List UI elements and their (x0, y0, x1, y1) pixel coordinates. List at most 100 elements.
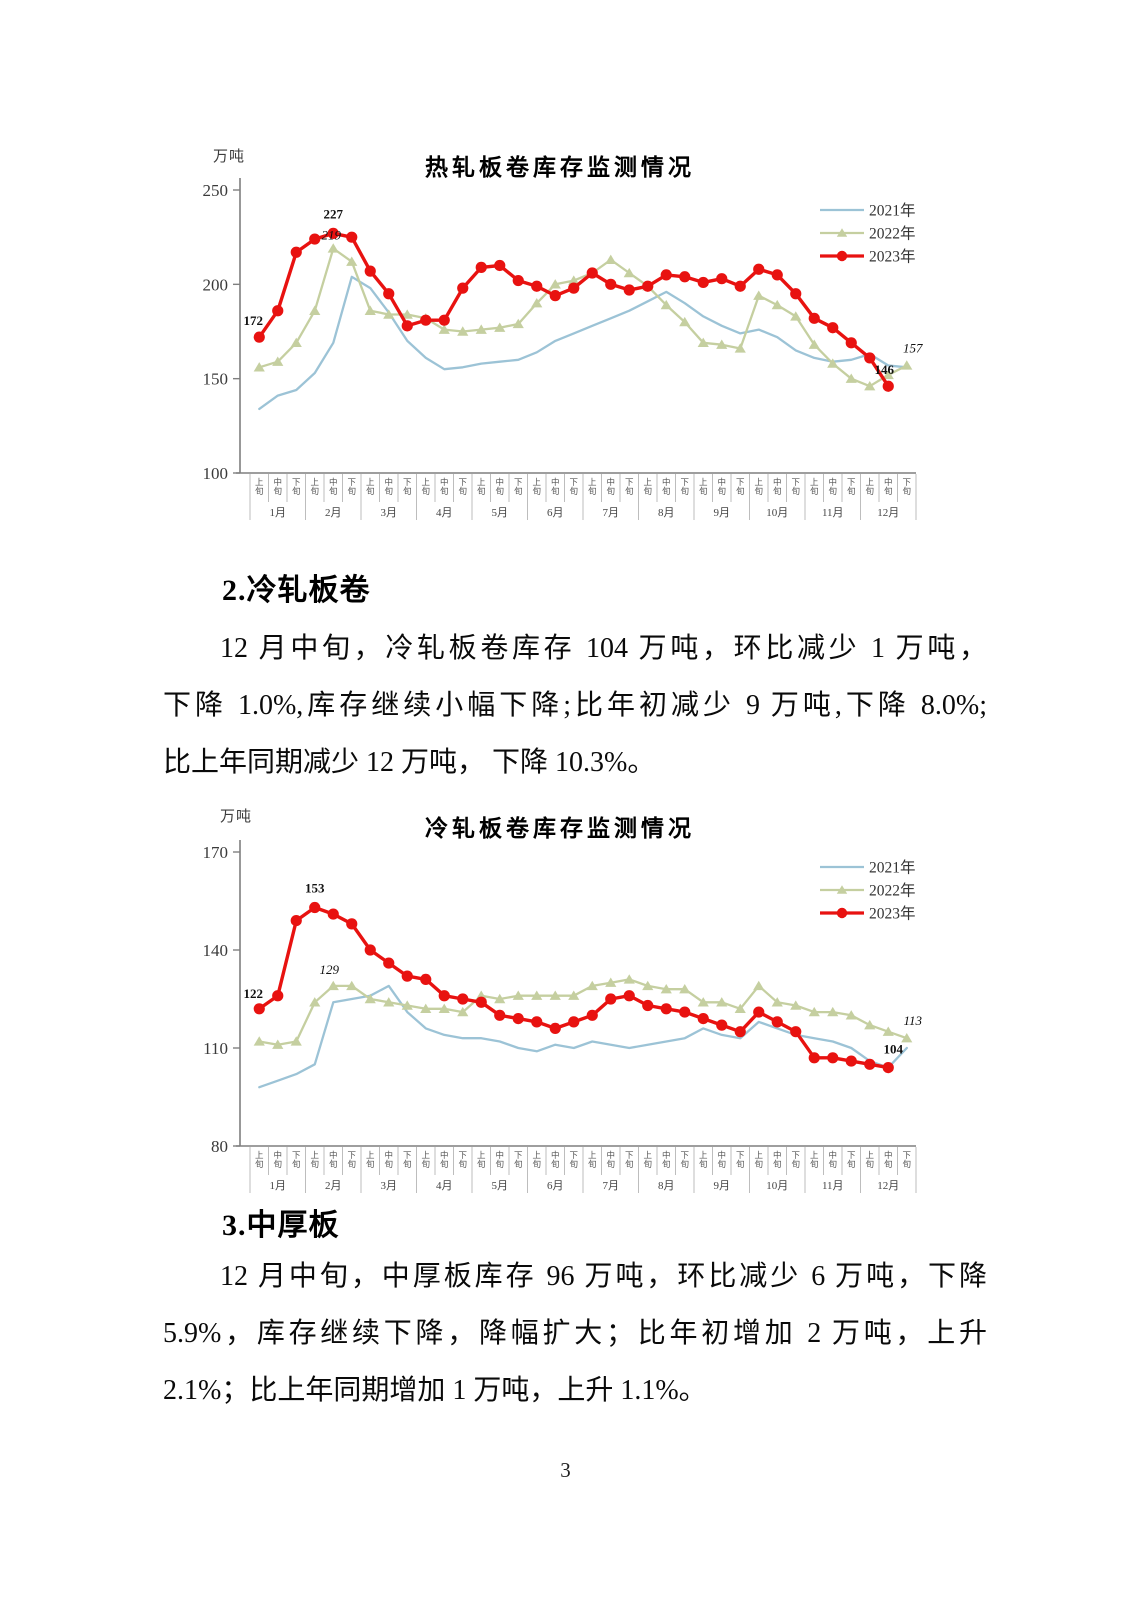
svg-text:153: 153 (305, 881, 325, 896)
svg-text:11月: 11月 (822, 1180, 844, 1192)
svg-text:中旬: 中旬 (440, 477, 449, 496)
paragraph-line: 比上年同期减少 12 万吨， 下降 10.3%。 (163, 747, 656, 778)
svg-text:下旬: 下旬 (847, 477, 856, 496)
svg-text:下旬: 下旬 (292, 477, 301, 496)
section-heading-medium-plate: 3.中厚板 (222, 1209, 340, 1242)
svg-text:中旬: 中旬 (884, 477, 893, 496)
svg-text:中旬: 中旬 (662, 477, 671, 496)
svg-text:中旬: 中旬 (551, 1150, 560, 1169)
svg-text:113: 113 (903, 1013, 922, 1028)
svg-text:中旬: 中旬 (551, 477, 560, 496)
hot-rolled-chart-block: 万吨 热轧板卷库存监测情况 250 200 150 100 上旬 中旬 下旬 上旬 中旬 下旬 上旬… (192, 138, 1022, 543)
svg-text:上旬: 上旬 (477, 1150, 486, 1169)
svg-text:上旬: 上旬 (532, 477, 541, 496)
svg-text:1月: 1月 (270, 1180, 287, 1192)
svg-text:上旬: 上旬 (421, 1150, 430, 1169)
svg-text:上旬: 上旬 (310, 1150, 319, 1169)
svg-text:2023年: 2023年 (869, 905, 916, 923)
svg-text:5月: 5月 (492, 1180, 509, 1192)
svg-text:下旬: 下旬 (347, 477, 356, 496)
svg-text:下旬: 下旬 (292, 1150, 301, 1169)
svg-text:140: 140 (203, 941, 229, 960)
svg-text:下旬: 下旬 (403, 477, 412, 496)
svg-text:中旬: 中旬 (606, 1150, 615, 1169)
svg-text:129: 129 (320, 962, 340, 977)
svg-text:中旬: 中旬 (717, 1150, 726, 1169)
svg-text:上旬: 上旬 (588, 1150, 597, 1169)
svg-text:下旬: 下旬 (569, 1150, 578, 1169)
svg-text:2月: 2月 (325, 507, 342, 519)
svg-text:上旬: 上旬 (255, 477, 264, 496)
svg-text:中旬: 中旬 (273, 1150, 282, 1169)
svg-text:中旬: 中旬 (495, 477, 504, 496)
svg-text:中旬: 中旬 (717, 477, 726, 496)
svg-text:上旬: 上旬 (865, 1150, 874, 1169)
svg-text:157: 157 (903, 340, 923, 355)
svg-text:219: 219 (322, 227, 342, 242)
section-heading-cold-rolled: 2.冷轧板卷 (222, 574, 371, 607)
svg-text:上旬: 上旬 (588, 477, 597, 496)
svg-text:250: 250 (203, 181, 229, 200)
svg-text:下旬: 下旬 (736, 477, 745, 496)
svg-text:下旬: 下旬 (847, 1150, 856, 1169)
svg-text:4月: 4月 (436, 1180, 453, 1192)
page-number: 3 (560, 1458, 571, 1482)
svg-text:下旬: 下旬 (680, 477, 689, 496)
cold-rolled-paragraph: 12 月中旬，冷轧板卷库存 104 万吨，环比减少 1 万吨， 下降 1.0%,… (163, 627, 987, 798)
svg-text:8月: 8月 (658, 1180, 675, 1192)
svg-text:下旬: 下旬 (902, 477, 911, 496)
svg-text:170: 170 (203, 843, 229, 862)
svg-text:中旬: 中旬 (384, 477, 393, 496)
paragraph-line: 2.1%；比上年同期增加 1 万吨，上升 1.1%。 (163, 1375, 707, 1406)
svg-text:12月: 12月 (877, 1180, 899, 1192)
svg-text:上旬: 上旬 (643, 1150, 652, 1169)
svg-text:150: 150 (203, 370, 229, 389)
svg-text:上旬: 上旬 (699, 1150, 708, 1169)
svg-text:2022年: 2022年 (869, 882, 916, 900)
svg-text:下旬: 下旬 (680, 1150, 689, 1169)
svg-text:下旬: 下旬 (458, 1150, 467, 1169)
chart-title: 冷轧板卷库存监测情况 (425, 816, 695, 841)
svg-text:下旬: 下旬 (791, 1150, 800, 1169)
svg-text:9月: 9月 (714, 507, 731, 519)
svg-text:上旬: 上旬 (310, 477, 319, 496)
svg-text:下旬: 下旬 (514, 1150, 523, 1169)
svg-text:中旬: 中旬 (828, 1150, 837, 1169)
svg-text:10月: 10月 (766, 507, 788, 519)
y-axis-unit-label: 万吨 (213, 149, 246, 165)
svg-text:7月: 7月 (603, 507, 620, 519)
svg-text:172: 172 (244, 313, 264, 328)
svg-text:上旬: 上旬 (754, 477, 763, 496)
svg-text:110: 110 (203, 1039, 228, 1058)
svg-text:中旬: 中旬 (773, 477, 782, 496)
svg-text:上旬: 上旬 (865, 477, 874, 496)
svg-text:8月: 8月 (658, 507, 675, 519)
svg-text:下旬: 下旬 (736, 1150, 745, 1169)
svg-text:下旬: 下旬 (902, 1150, 911, 1169)
svg-text:5月: 5月 (492, 507, 509, 519)
svg-text:80: 80 (211, 1137, 228, 1156)
svg-text:上旬: 上旬 (477, 477, 486, 496)
svg-text:2023年: 2023年 (869, 248, 916, 266)
svg-text:中旬: 中旬 (384, 1150, 393, 1169)
svg-text:9月: 9月 (714, 1180, 731, 1192)
cold-rolled-chart-block: 万吨 冷轧板卷库存监测情况 170 140 110 80 上旬 中旬 下旬 上旬 中旬 下旬 上旬中… (192, 795, 1022, 1200)
svg-text:3月: 3月 (381, 507, 398, 519)
svg-text:上旬: 上旬 (810, 1150, 819, 1169)
svg-text:下旬: 下旬 (569, 477, 578, 496)
svg-text:200: 200 (203, 275, 229, 294)
paragraph-line: 下降 1.0%,库存继续小幅下降;比年初减少 9 万吨,下降 8.0%; (163, 690, 987, 721)
y-axis-unit-label: 万吨 (220, 809, 253, 825)
svg-text:上旬: 上旬 (754, 1150, 763, 1169)
medium-plate-paragraph: 12 月中旬，中厚板库存 96 万吨，环比减少 6 万吨，下降 5.9%，库存继… (163, 1255, 987, 1426)
svg-text:上旬: 上旬 (643, 477, 652, 496)
svg-text:上旬: 上旬 (421, 477, 430, 496)
paragraph-line: 5.9%，库存继续下降，降幅扩大；比年初增加 2 万吨，上升 (163, 1318, 987, 1349)
svg-text:104: 104 (884, 1042, 904, 1057)
svg-text:中旬: 中旬 (329, 477, 338, 496)
svg-text:中旬: 中旬 (773, 1150, 782, 1169)
svg-text:146: 146 (875, 362, 895, 377)
